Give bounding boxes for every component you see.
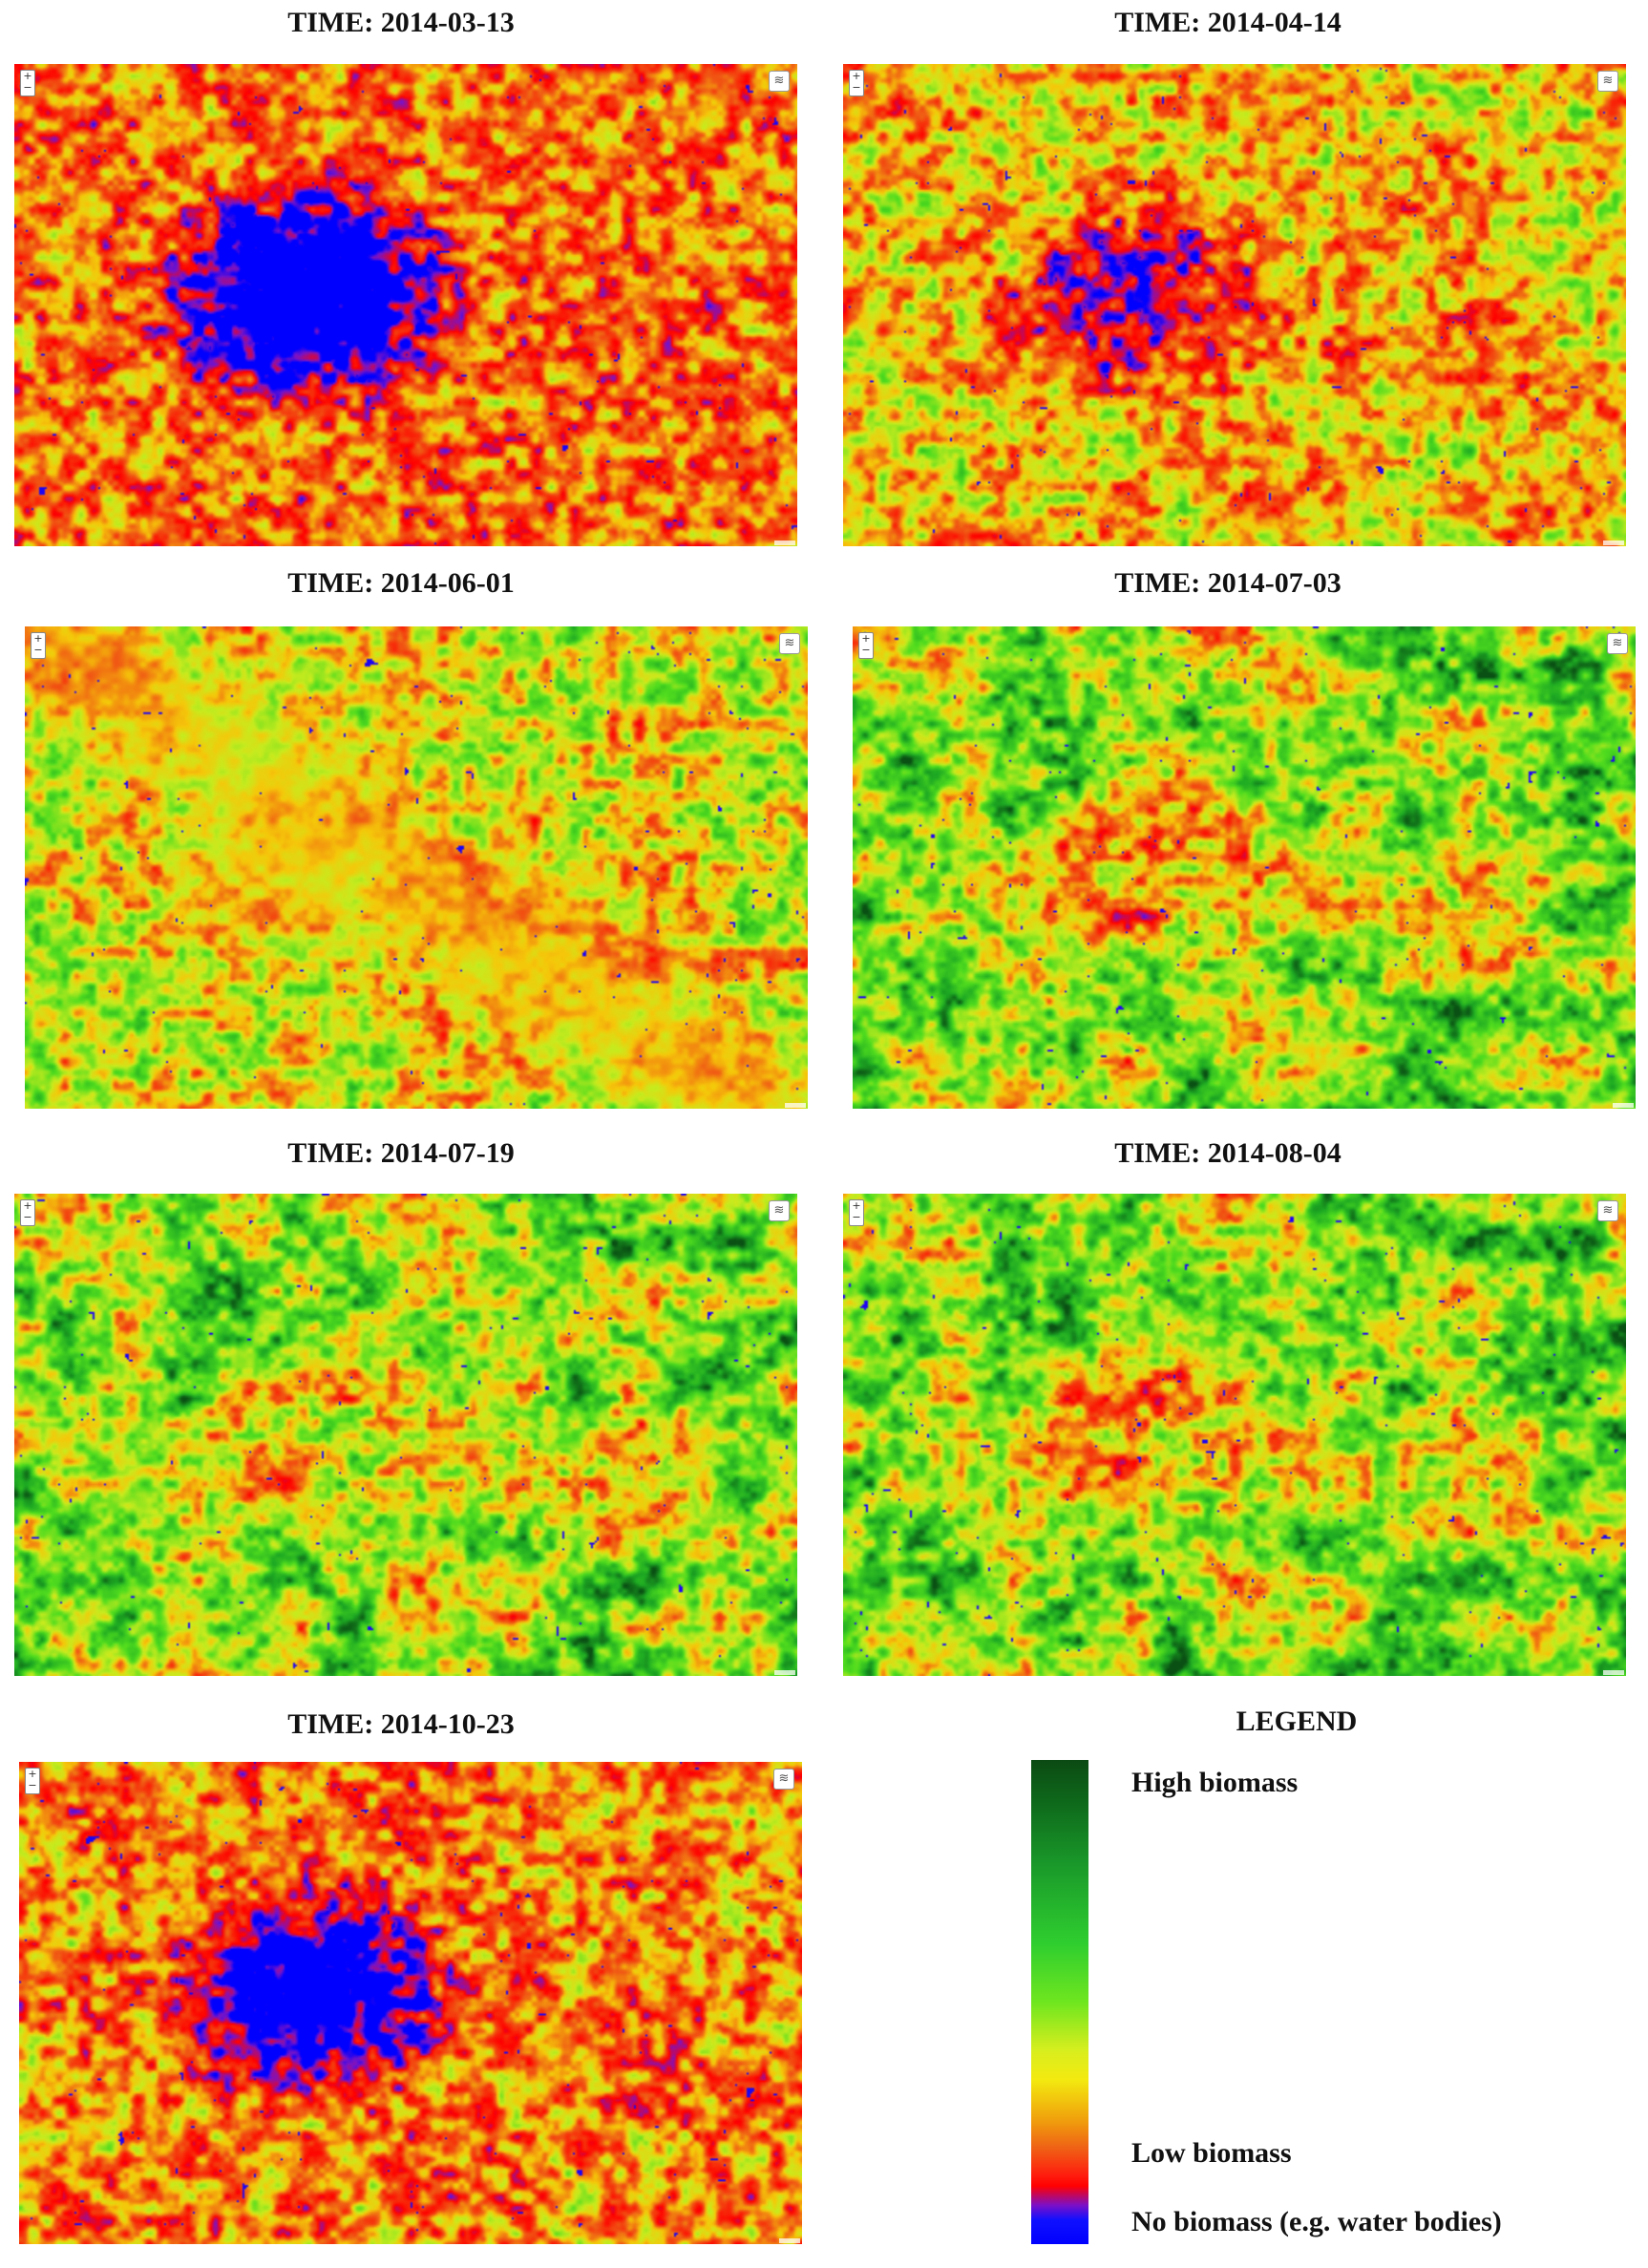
zoom-in-button[interactable]: +: [23, 1199, 32, 1212]
panel-title-4: TIME: 2014-07-03: [1114, 567, 1342, 599]
layers-icon[interactable]: ≋: [769, 71, 790, 92]
panel-title-7: TIME: 2014-10-23: [287, 1708, 515, 1740]
panel-title-3: TIME: 2014-06-01: [287, 567, 515, 599]
zoom-out-button[interactable]: −: [852, 1211, 861, 1223]
map-panel-2014-04-14[interactable]: + − ≋: [843, 64, 1626, 546]
zoom-control[interactable]: + −: [25, 1768, 40, 1794]
zoom-out-button[interactable]: −: [23, 1211, 32, 1223]
legend-label-none: No biomass (e.g. water bodies): [1131, 2206, 1502, 2237]
layers-icon[interactable]: ≋: [779, 633, 800, 654]
map-panel-2014-08-04[interactable]: + − ≋: [843, 1194, 1626, 1676]
map-panel-2014-10-23[interactable]: + − ≋: [19, 1762, 802, 2244]
map-attribution: [1603, 541, 1624, 545]
map-attribution: [774, 1670, 795, 1675]
layers-icon[interactable]: ≋: [1607, 633, 1628, 654]
zoom-control[interactable]: + −: [31, 632, 46, 659]
map-attribution: [1603, 1670, 1624, 1675]
zoom-in-button[interactable]: +: [23, 70, 32, 82]
zoom-control[interactable]: + −: [20, 70, 35, 96]
map-attribution: [785, 1103, 806, 1108]
biomass-map[interactable]: [853, 626, 1636, 1109]
zoom-out-button[interactable]: −: [861, 644, 871, 656]
map-panel-2014-07-19[interactable]: + − ≋: [14, 1194, 797, 1676]
zoom-control[interactable]: + −: [20, 1199, 35, 1226]
layers-icon[interactable]: ≋: [1597, 71, 1618, 92]
zoom-control[interactable]: + −: [849, 70, 864, 96]
biomass-map[interactable]: [843, 1194, 1626, 1676]
map-panel-2014-03-13[interactable]: + − ≋: [14, 64, 797, 546]
legend-label-low: Low biomass: [1131, 2137, 1292, 2169]
layers-icon[interactable]: ≋: [1597, 1200, 1618, 1221]
zoom-in-button[interactable]: +: [861, 632, 871, 645]
biomass-map[interactable]: [25, 626, 808, 1109]
panel-title-6: TIME: 2014-08-04: [1114, 1137, 1342, 1169]
zoom-out-button[interactable]: −: [28, 1779, 37, 1791]
zoom-out-button[interactable]: −: [852, 81, 861, 94]
legend-color-ramp: [1031, 1760, 1088, 2244]
layers-icon[interactable]: ≋: [769, 1200, 790, 1221]
zoom-control[interactable]: + −: [858, 632, 874, 659]
zoom-in-button[interactable]: +: [33, 632, 43, 645]
zoom-out-button[interactable]: −: [33, 644, 43, 656]
panel-title-5: TIME: 2014-07-19: [287, 1137, 515, 1169]
map-attribution: [779, 2238, 800, 2243]
biomass-map[interactable]: [14, 64, 797, 546]
zoom-in-button[interactable]: +: [28, 1768, 37, 1780]
biomass-map[interactable]: [19, 1762, 802, 2244]
zoom-in-button[interactable]: +: [852, 70, 861, 82]
panel-title-1: TIME: 2014-03-13: [287, 7, 515, 38]
map-panel-2014-06-01[interactable]: + − ≋: [25, 626, 808, 1109]
legend-label-high: High biomass: [1131, 1767, 1299, 1798]
map-attribution: [1613, 1103, 1634, 1108]
map-panel-2014-07-03[interactable]: + − ≋: [853, 626, 1636, 1109]
zoom-out-button[interactable]: −: [23, 81, 32, 94]
biomass-map[interactable]: [843, 64, 1626, 546]
biomass-map[interactable]: [14, 1194, 797, 1676]
layers-icon[interactable]: ≋: [773, 1769, 794, 1790]
zoom-in-button[interactable]: +: [852, 1199, 861, 1212]
legend-title: LEGEND: [1236, 1706, 1358, 1737]
map-attribution: [774, 541, 795, 545]
zoom-control[interactable]: + −: [849, 1199, 864, 1226]
panel-title-2: TIME: 2014-04-14: [1114, 7, 1342, 38]
